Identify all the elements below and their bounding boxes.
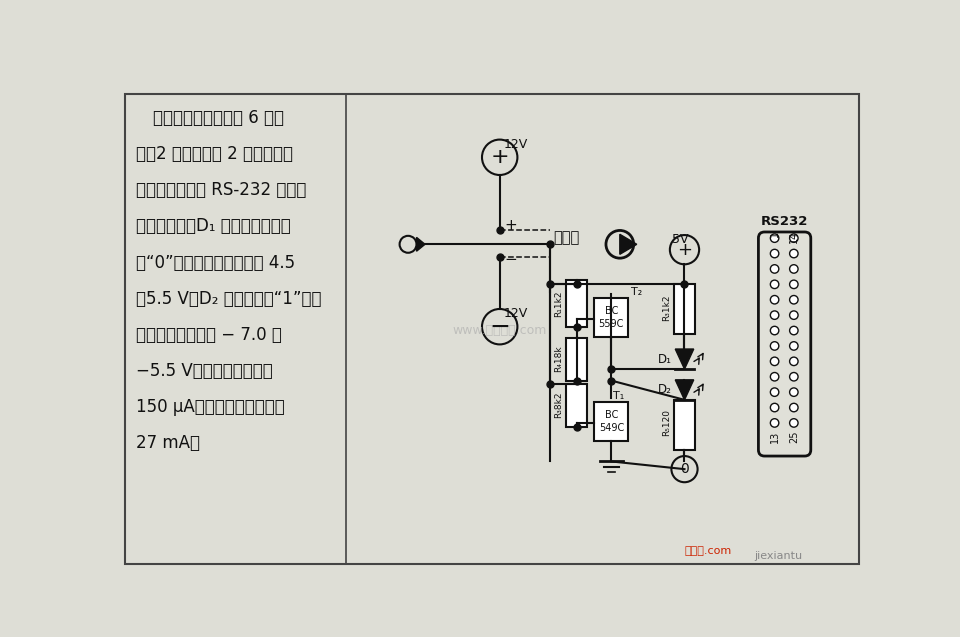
Text: R₅120: R₅120 <box>662 410 671 436</box>
Text: BC
559C: BC 559C <box>599 306 624 329</box>
Circle shape <box>790 249 798 258</box>
Text: R₃8k2: R₃8k2 <box>555 392 564 419</box>
Circle shape <box>790 388 798 396</box>
Circle shape <box>790 311 798 319</box>
Text: 接线图.com: 接线图.com <box>684 546 732 556</box>
Circle shape <box>790 341 798 350</box>
Text: −: − <box>490 315 510 339</box>
Polygon shape <box>620 234 636 254</box>
Bar <box>674 400 695 450</box>
FancyBboxPatch shape <box>758 232 811 456</box>
Text: jiexiantu: jiexiantu <box>754 551 802 561</box>
Circle shape <box>770 234 779 242</box>
Text: +: + <box>677 241 692 259</box>
Circle shape <box>770 388 779 396</box>
Circle shape <box>770 357 779 366</box>
Text: +: + <box>504 218 517 233</box>
Text: 14: 14 <box>789 231 799 243</box>
Text: RS232: RS232 <box>761 215 808 228</box>
Text: 27 mA。: 27 mA。 <box>136 434 201 452</box>
Circle shape <box>790 357 798 366</box>
Circle shape <box>770 341 779 350</box>
Text: −: − <box>504 252 517 267</box>
Text: 管，用于计算机 RS-232 串行接: 管，用于计算机 RS-232 串行接 <box>136 181 306 199</box>
Text: 辑“0”，接口线路电压约为 4.5: 辑“0”，接口线路电压约为 4.5 <box>136 254 296 271</box>
Circle shape <box>770 419 779 427</box>
Text: 接口线路电压约为 − 7.0 ～: 接口线路电压约为 − 7.0 ～ <box>136 326 282 344</box>
Circle shape <box>790 373 798 381</box>
Polygon shape <box>675 349 694 369</box>
Text: +: + <box>491 147 509 168</box>
Circle shape <box>790 326 798 335</box>
Circle shape <box>770 311 779 319</box>
Circle shape <box>770 296 779 304</box>
Text: T₂: T₂ <box>631 287 642 297</box>
Circle shape <box>770 373 779 381</box>
Text: ～5.5 V；D₂ 点亮时，为“1”态，: ～5.5 V；D₂ 点亮时，为“1”态， <box>136 290 322 308</box>
Text: BC
549C: BC 549C <box>599 410 624 433</box>
Polygon shape <box>675 380 694 400</box>
Text: 0: 0 <box>680 462 689 476</box>
Text: 150 μA；有信号时，耗电约: 150 μA；有信号时，耗电约 <box>136 398 285 417</box>
Text: www.海燕科技.com: www.海燕科技.com <box>452 324 547 337</box>
Circle shape <box>770 280 779 289</box>
Polygon shape <box>417 238 425 251</box>
Text: D₂: D₂ <box>659 383 672 396</box>
Circle shape <box>790 403 798 412</box>
Text: 本电路构造简单，仅 6 只电: 本电路构造简单，仅 6 只电 <box>154 109 284 127</box>
Text: 阻、2 个晶体管和 2 个发光二极: 阻、2 个晶体管和 2 个发光二极 <box>136 145 293 163</box>
Circle shape <box>770 326 779 335</box>
Circle shape <box>770 403 779 412</box>
Text: 5V: 5V <box>672 233 689 246</box>
Text: 13: 13 <box>770 431 780 443</box>
Text: 信号线: 信号线 <box>554 231 580 245</box>
Bar <box>594 402 628 441</box>
Text: −5.5 V。静态时，耗电约: −5.5 V。静态时，耗电约 <box>136 362 273 380</box>
Text: R₄18k: R₄18k <box>555 346 564 373</box>
Bar <box>565 280 588 327</box>
Circle shape <box>790 280 798 289</box>
Circle shape <box>770 265 779 273</box>
Text: R₃1k2: R₃1k2 <box>662 294 671 320</box>
Text: R₁1k2: R₁1k2 <box>555 290 564 317</box>
Circle shape <box>790 296 798 304</box>
Text: 1: 1 <box>770 231 780 236</box>
Text: 12V: 12V <box>504 138 528 151</box>
Circle shape <box>790 234 798 242</box>
Bar <box>674 284 695 334</box>
Circle shape <box>790 419 798 427</box>
Text: T₁: T₁ <box>612 391 624 401</box>
Bar <box>594 298 628 337</box>
Text: 12V: 12V <box>504 308 528 320</box>
Circle shape <box>770 249 779 258</box>
Text: D₁: D₁ <box>659 352 672 366</box>
Text: 口状态指示，D₁ 点亮时，表示逻: 口状态指示，D₁ 点亮时，表示逻 <box>136 217 291 235</box>
Text: 25: 25 <box>789 431 799 443</box>
Circle shape <box>790 265 798 273</box>
Bar <box>565 338 588 380</box>
Bar <box>565 385 588 427</box>
